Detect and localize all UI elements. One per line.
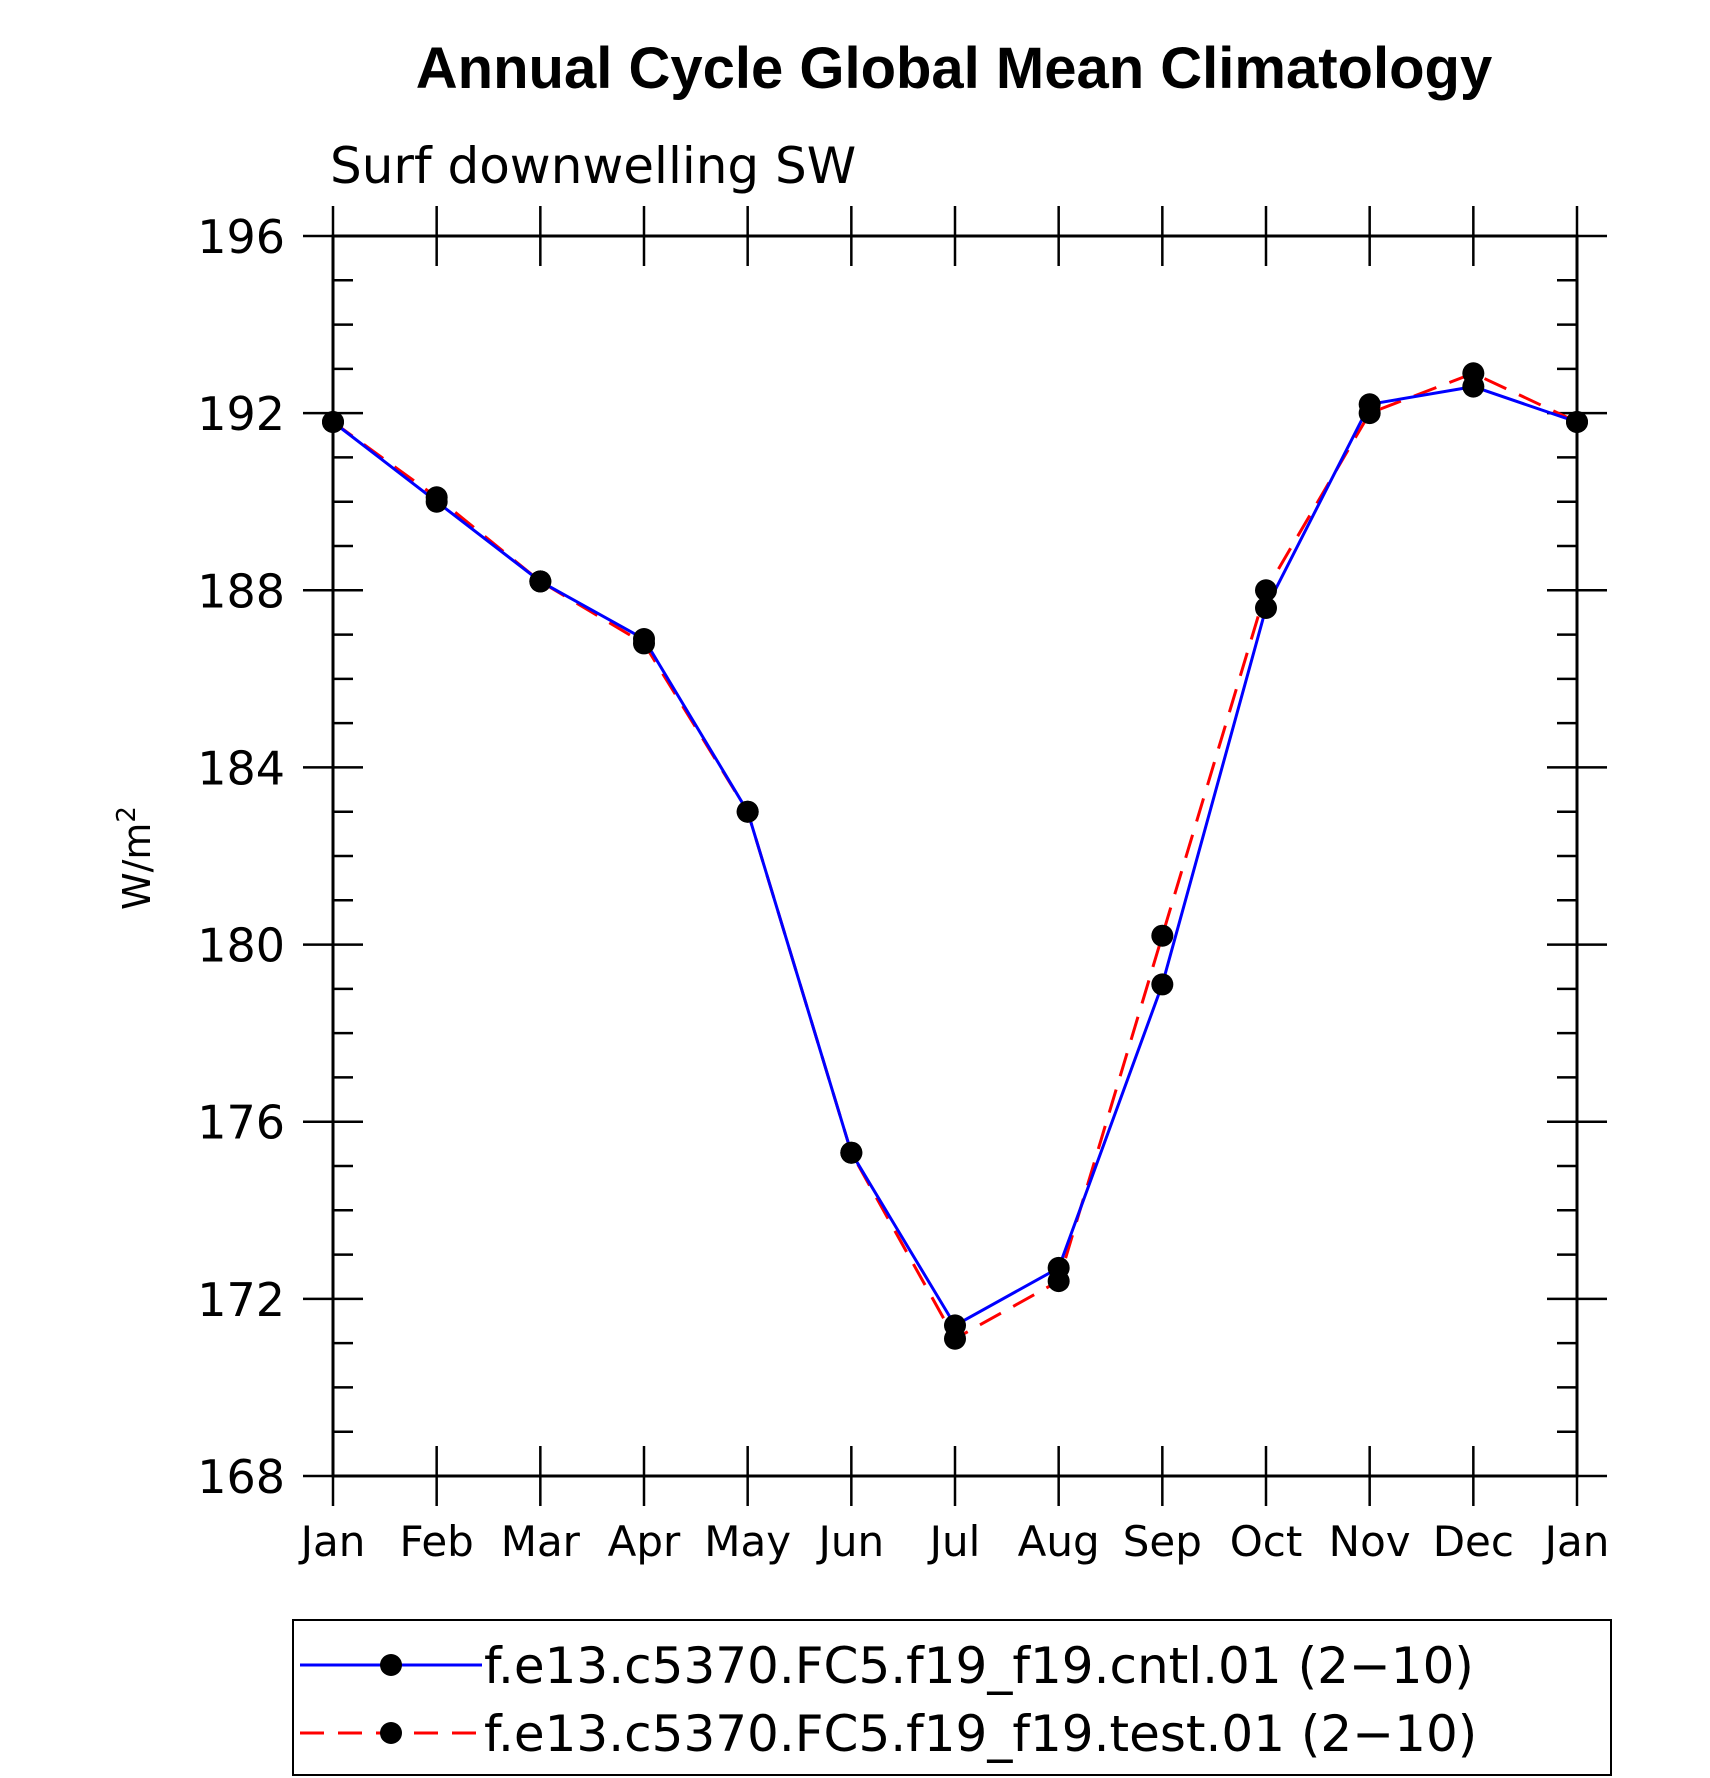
y-tick-label: 172 [197, 1273, 285, 1327]
data-point [425, 486, 448, 509]
x-tick-label: Nov [1329, 1517, 1411, 1566]
data-point [736, 800, 759, 823]
legend-marker-0 [380, 1654, 402, 1676]
series-markers-0 [322, 375, 1588, 1337]
data-point [1255, 597, 1277, 619]
series-layer [322, 362, 1588, 1350]
series-1 [332, 371, 1578, 1341]
x-tick-label: Apr [608, 1517, 681, 1566]
data-point [1255, 579, 1277, 602]
y-axis-label: W/m2 [112, 806, 159, 910]
x-tick-label: Jan [1542, 1517, 1610, 1566]
x-tick-label: Dec [1433, 1517, 1514, 1566]
y-tick-label: 168 [197, 1450, 285, 1504]
series-line [332, 371, 1578, 1341]
data-point [1151, 973, 1174, 996]
legend-label-1: f.e13.c5370.FC5.f19_f19.test.01 (2−10) [484, 1705, 1477, 1763]
legend: f.e13.c5370.FC5.f19_f19.cntl.01 (2−10) f.… [292, 1619, 1612, 1776]
data-point [529, 570, 552, 593]
chart-title: Annual Cycle Global Mean Climatology [416, 36, 1492, 101]
x-tick-label: Oct [1230, 1517, 1303, 1566]
data-point [944, 1327, 966, 1350]
data-point [322, 411, 344, 433]
x-tick-label: Sep [1123, 1517, 1202, 1566]
y-axis-label-unit: W/m [115, 823, 159, 910]
x-tick-label: Feb [399, 1517, 473, 1566]
series-line [332, 385, 1578, 1327]
y-tick-label: 196 [197, 210, 285, 264]
data-point [1151, 924, 1174, 947]
y-tick-label: 192 [197, 387, 285, 441]
data-point [840, 1141, 863, 1164]
x-tick-label: Jul [927, 1517, 981, 1566]
x-tick-label: May [704, 1517, 791, 1566]
x-tick-label: Mar [501, 1517, 581, 1566]
y-tick-label: 176 [197, 1096, 285, 1150]
series-markers-1 [322, 362, 1588, 1350]
x-tick-label: Aug [1018, 1517, 1100, 1566]
data-point [1566, 411, 1588, 433]
data-point [1462, 362, 1485, 385]
svg-text:W/m2: W/m2 [112, 806, 159, 910]
legend-box [292, 1619, 1612, 1776]
plot-frame [331, 234, 1579, 1478]
axes: 168 172 176 180 184 188 192 196 Jan Feb Mar Apr May J… [197, 206, 1609, 1566]
data-point [633, 632, 655, 655]
chart-subtitle: Surf downwelling SW [330, 137, 856, 195]
series-0 [332, 385, 1578, 1327]
y-tick-label: 188 [197, 564, 285, 618]
data-point [1047, 1270, 1070, 1293]
y-axis-label-exponent: 2 [112, 806, 142, 823]
y-tick-label: 184 [197, 741, 285, 795]
y-tick-label: 180 [197, 919, 285, 973]
x-tick-label: Jan [298, 1517, 366, 1566]
legend-marker-1 [380, 1722, 402, 1744]
data-point [1358, 402, 1381, 425]
x-tick-label: Jun [816, 1517, 885, 1566]
legend-label-0: f.e13.c5370.FC5.f19_f19.cntl.01 (2−10) [484, 1637, 1474, 1695]
